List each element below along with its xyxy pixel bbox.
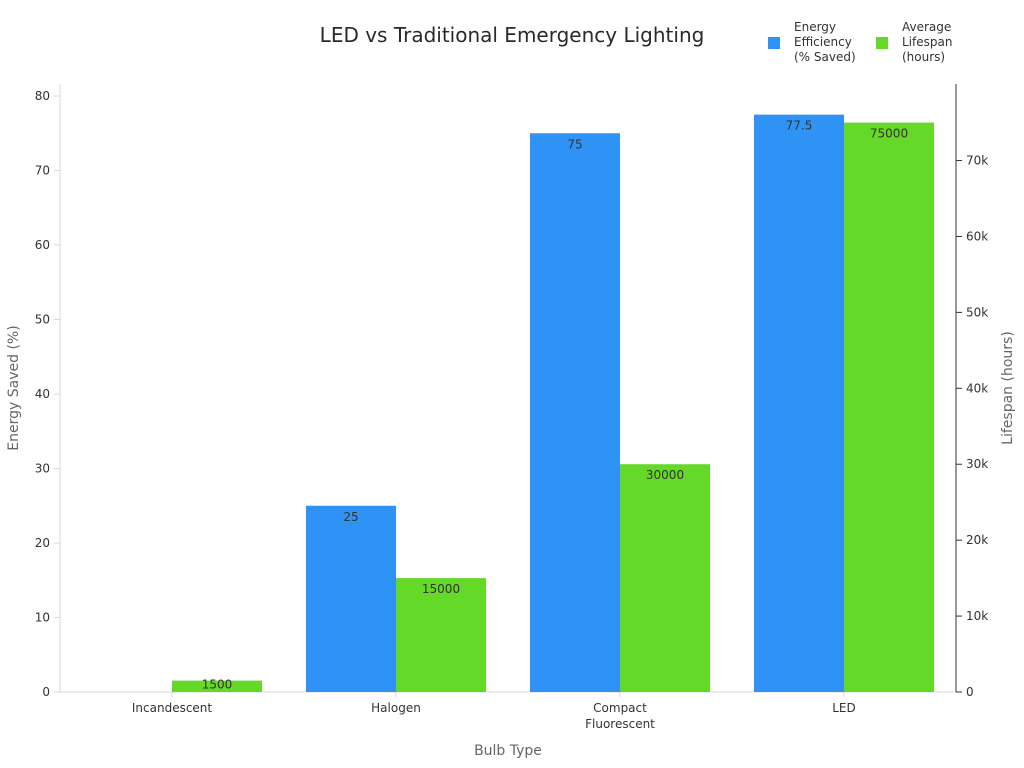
bar-average-lifespan <box>620 464 710 692</box>
data-label-energy-efficiency: 75 <box>567 137 582 151</box>
data-label-average-lifespan: 15000 <box>422 582 460 596</box>
x-tick-label: LED <box>832 701 856 715</box>
y-tick-label: 60 <box>35 238 50 252</box>
y2-tick-label: 10k <box>966 609 988 623</box>
x-tick-label: Halogen <box>371 701 421 715</box>
y2-tick-label: 0 <box>966 685 974 699</box>
legend-label: Lifespan <box>902 35 952 49</box>
y2-tick-label: 60k <box>966 229 988 243</box>
y2-tick-label: 30k <box>966 457 988 471</box>
legend-swatch <box>768 37 780 49</box>
x-axis-title: Bulb Type <box>474 743 542 759</box>
x-tick-label: Fluorescent <box>585 717 655 731</box>
y-tick-label: 0 <box>42 685 50 699</box>
x-tick-label: Incandescent <box>132 701 213 715</box>
x-tick-label: Compact <box>593 701 647 715</box>
y-axis-title: Energy Saved (%) <box>6 325 22 450</box>
y2-tick-label: 40k <box>966 381 988 395</box>
data-label-average-lifespan: 1500 <box>202 678 233 692</box>
y-tick-label: 40 <box>35 387 50 401</box>
chart-title: LED vs Traditional Emergency Lighting <box>320 23 705 47</box>
data-label-energy-efficiency: 25 <box>343 510 358 524</box>
data-label-energy-efficiency: 77.5 <box>786 119 813 133</box>
bar-labels: 1500 25 15000 75 30000 77.5 75000 <box>202 119 908 692</box>
bar-average-lifespan <box>172 680 262 692</box>
y-tick-label: 70 <box>35 164 50 178</box>
y-tick-label: 30 <box>35 462 50 476</box>
legend-label: Energy <box>794 20 836 34</box>
legend-label: Efficiency <box>794 35 852 49</box>
legend-label: (hours) <box>902 50 945 64</box>
bar-energy-efficiency <box>530 133 620 692</box>
legend-label: Average <box>902 20 951 34</box>
bar-average-lifespan <box>844 122 934 693</box>
x-ticks: Incandescent Halogen Compact Fluorescent LED <box>132 692 856 731</box>
y2-tick-label: 70k <box>966 154 988 168</box>
y-tick-label: 20 <box>35 536 50 550</box>
y-tick-label: 80 <box>35 89 50 103</box>
bar-average-lifespan <box>396 578 486 692</box>
y2-tick-label: 20k <box>966 533 988 547</box>
y2-axis-title: Lifespan (hours) <box>1000 331 1016 445</box>
y2-tick-label: 50k <box>966 305 988 319</box>
data-label-average-lifespan: 75000 <box>870 127 908 141</box>
legend-label: (% Saved) <box>794 50 856 64</box>
bar-energy-efficiency <box>754 114 844 692</box>
y-tick-label: 10 <box>35 611 50 625</box>
bars <box>172 114 934 693</box>
bar-energy-efficiency <box>306 505 396 692</box>
data-label-average-lifespan: 30000 <box>646 468 684 482</box>
legend-swatch <box>876 37 888 49</box>
y-tick-label: 50 <box>35 313 50 327</box>
